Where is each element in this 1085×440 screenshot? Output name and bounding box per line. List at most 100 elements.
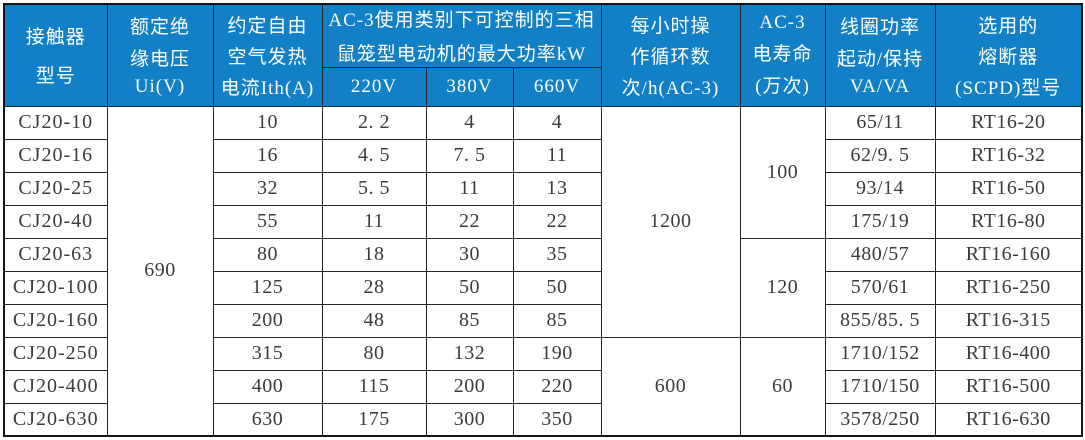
table-body: CJ20-10 690 10 2. 2 4 4 1200 100 65/11 R…	[3, 105, 1083, 437]
header-life-line: 电寿命	[752, 44, 813, 66]
table-row: CJ20-40 55 11 22 22 175/19 RT16-80	[3, 204, 1083, 239]
header-model: 接触器 型号	[3, 3, 108, 107]
cell-coil: 1710/150	[824, 369, 936, 404]
cell-model: CJ20-63	[3, 237, 108, 272]
header-insulation-line: 缘电压	[129, 49, 190, 71]
table-row: CJ20-25 32 5. 5 11 13 93/14 RT16-50	[3, 171, 1083, 206]
cell-ith: 55	[212, 204, 323, 239]
cell-ith: 10	[212, 105, 323, 140]
header-row-2: 220V 380V 660V	[4, 66, 1082, 107]
table-row: CJ20-100 125 28 50 50 570/61 RT16-250	[3, 270, 1083, 305]
cell-coil: 175/19	[824, 204, 936, 239]
cell-p380: 22	[425, 204, 514, 239]
table-row: CJ20-10 690 10 2. 2 4 4 1200 100 65/11 R…	[3, 105, 1083, 437]
cell-coil: 480/57	[824, 237, 936, 272]
cell-p660: 50	[512, 270, 602, 305]
cell-p660: 350	[512, 402, 602, 437]
header-220v: 220V	[321, 66, 427, 107]
cell-life-merged: 60	[739, 336, 826, 437]
cell-p380: 300	[425, 402, 514, 437]
header-cycles-line: 每小时操	[630, 16, 711, 37]
cell-ith: 32	[212, 171, 323, 206]
cell-coil: 855/85. 5	[824, 303, 936, 338]
cell-p220: 28	[321, 270, 427, 305]
cell-fuse: RT16-20	[934, 105, 1083, 140]
cell-life-merged: 120	[739, 237, 826, 338]
cell-model: CJ20-160	[3, 303, 108, 338]
header-coil-power: 线圈功率 起动/保持 VA/VA	[824, 3, 936, 107]
cell-fuse: RT16-250	[934, 270, 1083, 305]
header-ac3-power-group: AC-3使用类别下可控制的三相 鼠笼型电动机的最大功率kW	[321, 3, 602, 68]
cell-fuse: RT16-500	[934, 369, 1083, 404]
header-ac3-power-line: AC-3使用类别下可控制的三相	[328, 10, 595, 32]
cell-cycles-merged: 600	[600, 336, 741, 437]
cell-model: CJ20-25	[3, 171, 108, 206]
cell-p380: 132	[425, 336, 514, 371]
cell-fuse: RT16-32	[934, 138, 1083, 173]
header-fuse-line: (SCPD)型号	[955, 77, 1062, 99]
cell-p220: 115	[321, 369, 427, 404]
cell-p380: 30	[425, 237, 514, 272]
cell-coil: 93/14	[824, 171, 936, 206]
table-row: CJ20-630 630 175 300 350 3578/250 RT16-6…	[3, 402, 1083, 437]
header-ac3-power-line: 鼠笼型电动机的最大功率kW	[336, 44, 587, 66]
header-fuse-line: 熔断器	[978, 46, 1039, 68]
header-cycles-line: 次/h(AC-3)	[621, 77, 720, 99]
cell-p380: 50	[425, 270, 514, 305]
header-coil-line: 起动/保持	[836, 49, 924, 71]
cell-model: CJ20-100	[3, 270, 108, 305]
header-cycles-line: 作循环数	[630, 46, 711, 68]
header-380v: 380V	[425, 66, 514, 107]
cell-fuse: RT16-50	[934, 171, 1083, 206]
cell-p380: 11	[425, 171, 514, 206]
cell-ith: 315	[212, 336, 323, 371]
header-electrical-life: AC-3 电寿命 (万次)	[739, 3, 826, 107]
cell-fuse: RT16-160	[934, 237, 1083, 272]
cell-fuse: RT16-80	[934, 204, 1083, 239]
cell-p660: 22	[512, 204, 602, 239]
cell-ith: 400	[212, 369, 323, 404]
header-insulation: 额定绝 缘电压 Ui(V)	[106, 3, 214, 107]
header-thermal-line: 空气发热	[227, 46, 308, 68]
table-header: 接触器 型号 额定绝 缘电压 Ui(V) 约定自由 空气发热 电流Ith(A)	[3, 3, 1083, 107]
cell-model: CJ20-16	[3, 138, 108, 173]
cell-model: CJ20-400	[3, 369, 108, 404]
cell-ith: 630	[212, 402, 323, 437]
cell-p220: 4. 5	[321, 138, 427, 173]
table-row: CJ20-250 315 80 132 190 600 60 1710/152 …	[3, 336, 1083, 437]
cell-ith: 16	[212, 138, 323, 173]
cell-p660: 85	[512, 303, 602, 338]
header-life-line: (万次)	[755, 76, 810, 98]
header-model-line: 型号	[35, 66, 76, 88]
header-cycles: 每小时操 作循环数 次/h(AC-3)	[600, 3, 741, 107]
cell-model: CJ20-630	[3, 402, 108, 437]
cell-p660: 190	[512, 336, 602, 371]
header-thermal-line: 约定自由	[227, 16, 308, 37]
cell-fuse: RT16-315	[934, 303, 1083, 338]
cell-p220: 18	[321, 237, 427, 272]
spec-table: 接触器 型号 额定绝 缘电压 Ui(V) 约定自由 空气发热 电流Ith(A)	[3, 3, 1083, 437]
header-insulation-line: Ui(V)	[134, 76, 186, 98]
table-row: CJ20-16 16 4. 5 7. 5 11 62/9. 5 RT16-32	[3, 138, 1083, 173]
cell-model: CJ20-40	[3, 204, 108, 239]
cell-coil: 3578/250	[824, 402, 936, 437]
cell-coil: 62/9. 5	[824, 138, 936, 173]
cell-p660: 13	[512, 171, 602, 206]
cell-p220: 11	[321, 204, 427, 239]
cell-p380: 85	[425, 303, 514, 338]
cell-ith: 125	[212, 270, 323, 305]
header-fuse: 选用的 熔断器 (SCPD)型号	[934, 3, 1083, 107]
cell-p660: 35	[512, 237, 602, 272]
cell-p220: 175	[321, 402, 427, 437]
cell-life-merged: 100	[739, 105, 826, 239]
cell-model: CJ20-250	[3, 336, 108, 371]
header-660v: 660V	[512, 66, 602, 107]
cell-coil: 570/61	[824, 270, 936, 305]
cell-p660: 4	[512, 105, 602, 140]
header-coil-line: VA/VA	[849, 76, 911, 98]
table-row: CJ20-400 400 115 200 220 1710/150 RT16-5…	[3, 369, 1083, 404]
cell-model: CJ20-10	[3, 105, 108, 140]
cell-p220: 48	[321, 303, 427, 338]
cell-p660: 11	[512, 138, 602, 173]
